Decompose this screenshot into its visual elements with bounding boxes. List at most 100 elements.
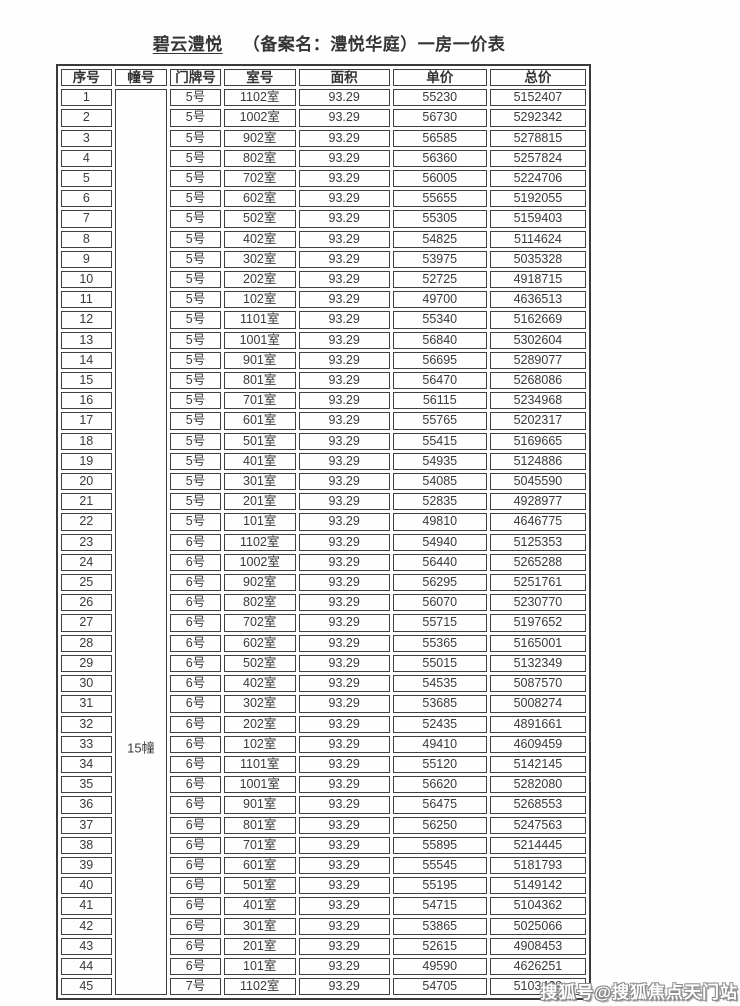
- cell-total-price: 5045590: [489, 473, 586, 491]
- table-row: 41 6号 401室 93.29 54715 5104362: [61, 897, 586, 915]
- cell-total-price: 5132349: [489, 654, 586, 673]
- cell-door-number: 5号: [170, 109, 221, 127]
- cell-unit-price: 55415: [392, 432, 487, 450]
- cell-area: 93.29: [298, 230, 390, 248]
- cell-index: 14: [61, 351, 112, 370]
- cell-unit-price: 53685: [392, 695, 487, 713]
- cell-total-price: 5247563: [489, 816, 586, 834]
- cell-total-price: 5289077: [489, 351, 586, 370]
- cell-door-number: 6号: [170, 735, 221, 753]
- cell-total-price: 4918715: [489, 271, 586, 289]
- cell-door-number: 5号: [170, 432, 221, 450]
- cell-room-number: 201室: [223, 493, 296, 511]
- table-row: 37 6号 801室 93.29 56250 5247563: [61, 816, 586, 834]
- cell-index: 17: [61, 412, 112, 430]
- cell-room-number: 301室: [223, 473, 296, 491]
- cell-total-price: 5268086: [489, 372, 586, 390]
- cell-total-price: 4636513: [489, 291, 586, 309]
- cell-area: 93.29: [298, 957, 390, 976]
- cell-total-price: 5251761: [489, 574, 586, 592]
- header-unit-price: 单价: [392, 69, 487, 87]
- cell-unit-price: 55765: [392, 412, 487, 430]
- cell-door-number: 6号: [170, 715, 221, 733]
- cell-door-number: 5号: [170, 291, 221, 309]
- cell-total-price: 5169665: [489, 432, 586, 450]
- cell-area: 93.29: [298, 614, 390, 632]
- cell-total-price: 5149142: [489, 877, 586, 895]
- cell-index: 18: [61, 432, 112, 450]
- cell-door-number: 6号: [170, 755, 221, 774]
- cell-total-price: 5257824: [489, 149, 586, 168]
- cell-door-number: 5号: [170, 412, 221, 430]
- table-row: 43 6号 201室 93.29 52615 4908453: [61, 937, 586, 955]
- cell-index: 10: [61, 271, 112, 289]
- table-body: 1 15幢 5号 1102室 93.29 55230 5152407 2 5号 1…: [61, 89, 586, 996]
- table-row: 7 5号 502室 93.29 55305 5159403: [61, 210, 586, 228]
- cell-index: 41: [61, 897, 112, 915]
- cell-index: 6: [61, 190, 112, 208]
- cell-index: 31: [61, 695, 112, 713]
- cell-room-number: 102室: [223, 735, 296, 753]
- header-row: 序号 幢号 门牌号 室号 面积 单价 总价: [61, 69, 586, 87]
- cell-total-price: 5181793: [489, 856, 586, 875]
- cell-door-number: 5号: [170, 230, 221, 248]
- cell-door-number: 6号: [170, 836, 221, 854]
- cell-unit-price: 55230: [392, 89, 487, 107]
- header-door-number: 门牌号: [170, 69, 221, 87]
- cell-room-number: 802室: [223, 594, 296, 612]
- cell-area: 93.29: [298, 634, 390, 652]
- cell-room-number: 202室: [223, 271, 296, 289]
- cell-room-number: 1101室: [223, 311, 296, 329]
- cell-door-number: 5号: [170, 129, 221, 147]
- cell-area: 93.29: [298, 149, 390, 168]
- table-row: 11 5号 102室 93.29 49700 4636513: [61, 291, 586, 309]
- cell-index: 9: [61, 250, 112, 269]
- cell-total-price: 4646775: [489, 513, 586, 531]
- table-row: 9 5号 302室 93.29 53975 5035328: [61, 250, 586, 269]
- cell-room-number: 301室: [223, 917, 296, 935]
- cell-door-number: 5号: [170, 190, 221, 208]
- table-row: 18 5号 501室 93.29 55415 5169665: [61, 432, 586, 450]
- cell-door-number: 6号: [170, 695, 221, 713]
- table-row: 44 6号 101室 93.29 49590 4626251: [61, 957, 586, 976]
- cell-area: 93.29: [298, 432, 390, 450]
- cell-door-number: 6号: [170, 816, 221, 834]
- cell-index: 42: [61, 917, 112, 935]
- cell-unit-price: 55195: [392, 877, 487, 895]
- cell-room-number: 801室: [223, 372, 296, 390]
- cell-unit-price: 55655: [392, 190, 487, 208]
- cell-room-number: 401室: [223, 897, 296, 915]
- cell-unit-price: 53865: [392, 917, 487, 935]
- table-row: 19 5号 401室 93.29 54935 5124886: [61, 452, 586, 471]
- table-row: 45 7号 1102室 93.29 54705 5103429: [61, 978, 586, 996]
- cell-total-price: 5202317: [489, 412, 586, 430]
- building-label: 15幢: [127, 740, 155, 756]
- cell-room-number: 1102室: [223, 978, 296, 996]
- cell-area: 93.29: [298, 452, 390, 471]
- cell-unit-price: 54705: [392, 978, 487, 996]
- cell-unit-price: 55545: [392, 856, 487, 875]
- table-row: 26 6号 802室 93.29 56070 5230770: [61, 594, 586, 612]
- cell-door-number: 5号: [170, 473, 221, 491]
- cell-index: 37: [61, 816, 112, 834]
- cell-room-number: 902室: [223, 129, 296, 147]
- cell-total-price: 5214445: [489, 836, 586, 854]
- cell-unit-price: 56620: [392, 776, 487, 794]
- cell-area: 93.29: [298, 715, 390, 733]
- cell-unit-price: 55340: [392, 311, 487, 329]
- cell-unit-price: 56470: [392, 372, 487, 390]
- cell-area: 93.29: [298, 574, 390, 592]
- cell-area: 93.29: [298, 856, 390, 875]
- cell-room-number: 702室: [223, 170, 296, 188]
- cell-total-price: 5234968: [489, 392, 586, 410]
- cell-unit-price: 54535: [392, 675, 487, 693]
- cell-door-number: 5号: [170, 392, 221, 410]
- cell-area: 93.29: [298, 755, 390, 774]
- cell-area: 93.29: [298, 129, 390, 147]
- cell-unit-price: 55365: [392, 634, 487, 652]
- cell-room-number: 701室: [223, 836, 296, 854]
- cell-door-number: 6号: [170, 654, 221, 673]
- table-row: 5 5号 702室 93.29 56005 5224706: [61, 170, 586, 188]
- cell-index: 12: [61, 311, 112, 329]
- cell-door-number: 5号: [170, 452, 221, 471]
